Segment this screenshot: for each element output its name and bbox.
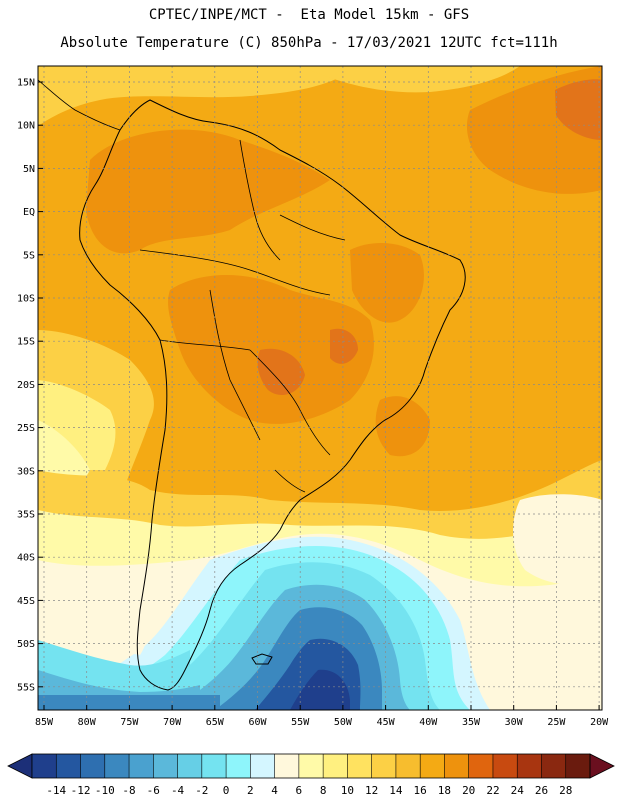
lat-label: 15N bbox=[17, 78, 35, 89]
lon-label: 45W bbox=[377, 717, 396, 728]
lon-label: 30W bbox=[505, 717, 524, 728]
colorbar-label: 26 bbox=[535, 784, 548, 797]
colorbar-frame bbox=[31, 753, 591, 779]
longitude-labels: 85W 80W 75W 70W 65W 60W 55W 50W 45W 40W 35W 30W 25W 2… bbox=[35, 705, 609, 728]
lat-label: 45S bbox=[17, 596, 35, 607]
colorbar-swatch bbox=[201, 754, 227, 778]
colorbar-swatch bbox=[323, 754, 348, 778]
colorbar-swatch bbox=[420, 754, 445, 778]
colorbar-label: -4 bbox=[171, 784, 185, 797]
colorbar-swatch bbox=[298, 754, 324, 778]
colorbar-swatch bbox=[395, 754, 421, 778]
colorbar-label: 8 bbox=[320, 784, 327, 797]
colorbar-swatch bbox=[32, 754, 57, 778]
colorbar-label: 28 bbox=[559, 784, 572, 797]
lon-label: 60W bbox=[248, 717, 267, 728]
colorbar-label: -6 bbox=[147, 784, 160, 797]
colorbar-swatch bbox=[565, 754, 591, 778]
colorbar-swatch bbox=[129, 754, 154, 778]
colorbar-swatch bbox=[517, 754, 542, 778]
temperature-field bbox=[38, 66, 602, 710]
colorbar-over-arrow bbox=[589, 753, 615, 779]
colorbar-label: 10 bbox=[341, 784, 354, 797]
colorbar-swatch bbox=[371, 754, 397, 778]
lon-label: 65W bbox=[206, 717, 225, 728]
colorbar-label: 2 bbox=[247, 784, 254, 797]
colorbar-label: 0 bbox=[223, 784, 230, 797]
colorbar-swatch bbox=[153, 754, 178, 778]
colorbar-swatch bbox=[250, 754, 275, 778]
map-subtitle: Absolute Temperature (C) 850hPa - 17/03/… bbox=[60, 35, 558, 51]
colorbar-label: 16 bbox=[414, 784, 427, 797]
colorbar-label: 14 bbox=[389, 784, 403, 797]
map-title: CPTEC/INPE/MCT - Eta Model 15km - GFS bbox=[148, 7, 470, 23]
colorbar-label: 24 bbox=[511, 784, 525, 797]
lon-label: 20W bbox=[590, 717, 609, 728]
lat-label: 20S bbox=[17, 380, 35, 391]
colorbar-under-arrow bbox=[7, 753, 33, 779]
colorbar-label: 20 bbox=[462, 784, 475, 797]
lat-label: 50S bbox=[17, 639, 35, 650]
lon-label: 35W bbox=[462, 717, 481, 728]
colorbar-swatch bbox=[104, 754, 130, 778]
colorbar-swatch bbox=[468, 754, 494, 778]
lat-label: 10S bbox=[17, 294, 35, 305]
colorbar: -14 -12 -10 -8 -6 -4 -2 0 2 4 6 8 10 12 14 16 18 20 22 24 26… bbox=[7, 753, 615, 797]
colorbar-label: 4 bbox=[271, 784, 278, 797]
lat-label: 5S bbox=[23, 250, 35, 261]
colorbar-label: -10 bbox=[95, 784, 115, 797]
colorbar-swatch bbox=[492, 754, 518, 778]
lat-label: 5N bbox=[23, 164, 35, 175]
lat-lon-grid bbox=[38, 66, 602, 710]
colorbar-label: 12 bbox=[365, 784, 378, 797]
lat-label: 25S bbox=[17, 423, 35, 434]
colorbar-swatch bbox=[347, 754, 372, 778]
colorbar-swatch bbox=[177, 754, 203, 778]
lat-label: 35S bbox=[17, 510, 35, 521]
lat-label: 10N bbox=[17, 121, 35, 132]
colorbar-swatch bbox=[274, 754, 300, 778]
colorbar-swatch bbox=[444, 754, 469, 778]
colorbar-swatch bbox=[56, 754, 81, 778]
latitude-labels: 15N 10N 5N EQ 5S 10S 15S 20S 25S 30S 35S 40S 45S 50S 5… bbox=[17, 78, 43, 693]
lat-label: EQ bbox=[23, 207, 35, 218]
lat-label: 55S bbox=[17, 682, 35, 693]
lat-label: 40S bbox=[17, 553, 35, 564]
lat-label: 30S bbox=[17, 466, 35, 477]
colorbar-label: 22 bbox=[486, 784, 499, 797]
lon-label: 55W bbox=[291, 717, 310, 728]
colorbar-swatch bbox=[226, 754, 251, 778]
lon-label: 50W bbox=[334, 717, 353, 728]
lon-label: 80W bbox=[78, 717, 97, 728]
colorbar-label: -8 bbox=[122, 784, 135, 797]
colorbar-label: -12 bbox=[71, 784, 91, 797]
lat-label: 15S bbox=[17, 337, 35, 348]
colorbar-swatch bbox=[541, 754, 567, 778]
map-frame bbox=[37, 65, 603, 711]
lon-label: 85W bbox=[35, 717, 54, 728]
lon-label: 70W bbox=[163, 717, 182, 728]
lon-label: 40W bbox=[419, 717, 438, 728]
colorbar-label: -14 bbox=[46, 784, 66, 797]
lon-label: 75W bbox=[120, 717, 139, 728]
colorbar-label: 6 bbox=[296, 784, 303, 797]
colorbar-label: -2 bbox=[195, 784, 208, 797]
colorbar-label: 18 bbox=[438, 784, 451, 797]
colorbar-swatch bbox=[80, 754, 106, 778]
lon-label: 25W bbox=[547, 717, 566, 728]
